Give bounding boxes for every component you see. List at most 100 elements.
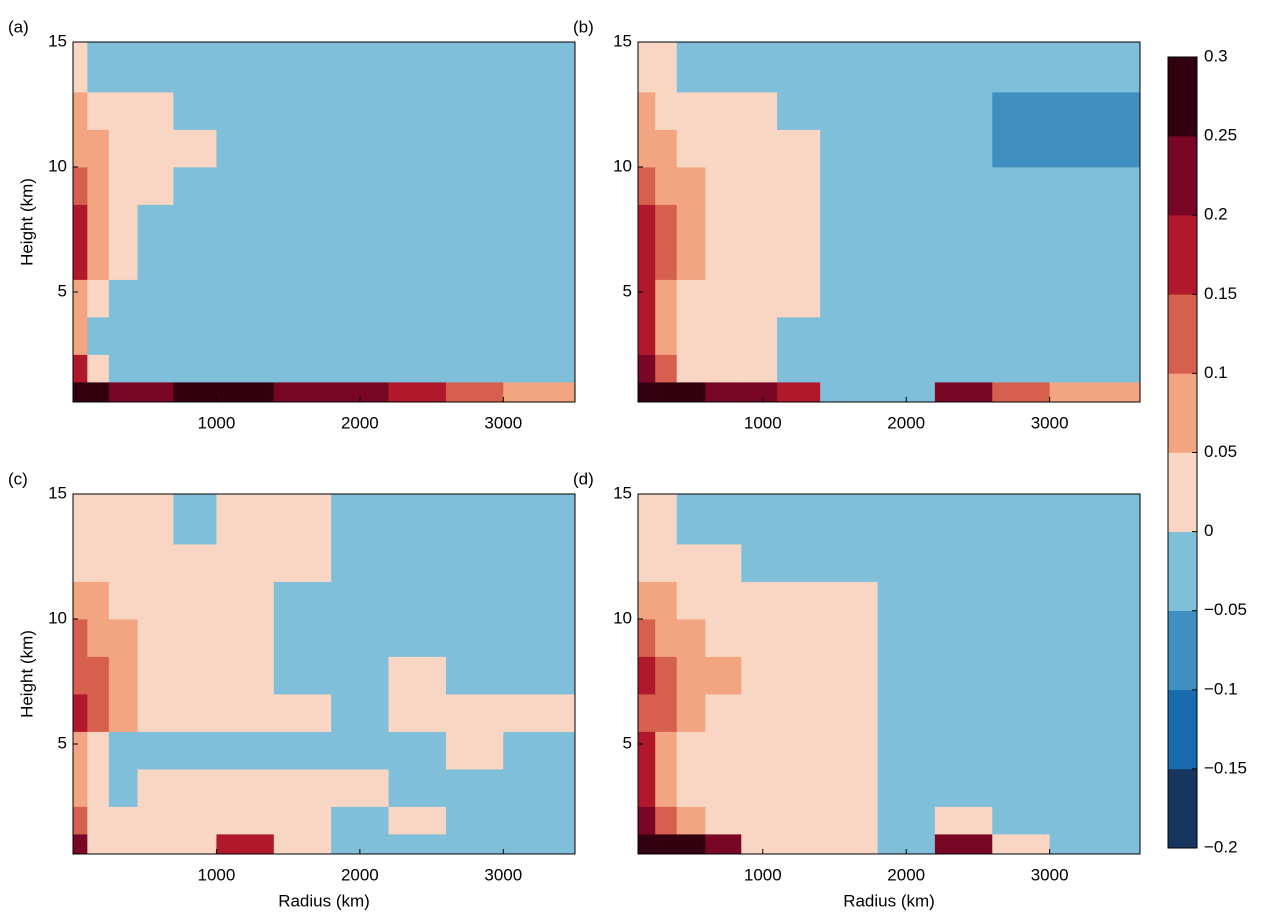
cell bbox=[216, 382, 275, 403]
cell bbox=[777, 167, 821, 205]
cell bbox=[934, 694, 993, 732]
cell bbox=[820, 242, 878, 280]
cell bbox=[705, 806, 742, 835]
cell bbox=[108, 619, 138, 657]
cell bbox=[992, 544, 1051, 582]
colorbar-swatch bbox=[1168, 610, 1197, 691]
cell bbox=[777, 279, 821, 318]
cell bbox=[108, 544, 138, 582]
y-tick-label: 10 bbox=[613, 608, 632, 627]
cell bbox=[73, 204, 88, 243]
cell bbox=[137, 581, 174, 620]
cell bbox=[777, 204, 821, 243]
cell bbox=[820, 42, 878, 93]
cell bbox=[934, 129, 993, 168]
cell bbox=[705, 204, 742, 243]
cell bbox=[705, 42, 742, 93]
y-axis-title: Height (km) bbox=[17, 630, 36, 718]
cell bbox=[741, 694, 778, 732]
cell bbox=[388, 354, 447, 383]
cell bbox=[705, 92, 742, 130]
cell bbox=[934, 656, 993, 695]
cell bbox=[503, 731, 576, 770]
colorbar-tick-label: 0 bbox=[1204, 521, 1213, 540]
cell bbox=[73, 92, 88, 130]
cell bbox=[388, 42, 447, 93]
cell bbox=[503, 242, 576, 280]
cell bbox=[655, 544, 678, 582]
cell bbox=[87, 317, 110, 355]
panel bbox=[638, 494, 1141, 855]
cell bbox=[73, 581, 88, 620]
cell bbox=[331, 806, 389, 835]
cell bbox=[108, 806, 138, 835]
cell bbox=[638, 129, 656, 168]
cell bbox=[388, 204, 447, 243]
y-tick-label: 10 bbox=[48, 156, 67, 175]
cell bbox=[108, 382, 138, 403]
cell bbox=[445, 317, 504, 355]
cell bbox=[445, 92, 504, 130]
cell bbox=[877, 834, 936, 855]
cell bbox=[820, 581, 878, 620]
cell bbox=[87, 129, 110, 168]
cell bbox=[173, 694, 217, 732]
cell bbox=[676, 806, 706, 835]
cell bbox=[87, 279, 110, 318]
cell bbox=[445, 694, 504, 732]
cell bbox=[820, 656, 878, 695]
cell bbox=[820, 129, 878, 168]
cell bbox=[741, 731, 778, 770]
cell bbox=[173, 242, 217, 280]
colorbar-swatch bbox=[1168, 452, 1197, 532]
axes-frame bbox=[637, 41, 1141, 403]
cell bbox=[741, 317, 778, 355]
cell bbox=[1049, 129, 1141, 168]
cell bbox=[73, 656, 88, 695]
axes-frame bbox=[72, 493, 576, 855]
cell bbox=[741, 167, 778, 205]
cell bbox=[934, 544, 993, 582]
cell bbox=[777, 544, 821, 582]
cell bbox=[137, 544, 174, 582]
cell bbox=[820, 694, 878, 732]
cell bbox=[173, 494, 217, 545]
panel-label: (b) bbox=[573, 17, 594, 36]
x-axis-title: Radius (km) bbox=[843, 891, 935, 910]
cell bbox=[877, 769, 936, 807]
cell bbox=[331, 694, 389, 732]
x-tick-label: 3000 bbox=[1031, 865, 1069, 884]
cell bbox=[638, 382, 656, 403]
cell bbox=[331, 92, 389, 130]
cell bbox=[503, 494, 576, 545]
cell bbox=[73, 279, 88, 318]
cell bbox=[216, 834, 275, 855]
cell bbox=[638, 806, 656, 835]
cell bbox=[173, 834, 217, 855]
cell bbox=[331, 544, 389, 582]
cell bbox=[503, 42, 576, 93]
cell bbox=[820, 731, 878, 770]
cell bbox=[705, 619, 742, 657]
cell bbox=[216, 129, 275, 168]
cell bbox=[216, 92, 275, 130]
cell bbox=[73, 731, 88, 770]
colorbar-tick-label: 0.05 bbox=[1204, 442, 1237, 461]
cell bbox=[273, 656, 332, 695]
cell bbox=[108, 204, 138, 243]
cell bbox=[273, 494, 332, 545]
cell bbox=[273, 167, 332, 205]
cell bbox=[216, 317, 275, 355]
cell bbox=[108, 317, 138, 355]
x-tick-label: 3000 bbox=[1031, 413, 1069, 432]
cell bbox=[388, 694, 447, 732]
cell bbox=[934, 581, 993, 620]
cell bbox=[503, 619, 576, 657]
cell bbox=[934, 242, 993, 280]
cell bbox=[216, 619, 275, 657]
cell bbox=[73, 769, 88, 807]
cell bbox=[655, 834, 678, 855]
cell bbox=[638, 92, 656, 130]
cell bbox=[676, 494, 706, 545]
cell bbox=[676, 317, 706, 355]
